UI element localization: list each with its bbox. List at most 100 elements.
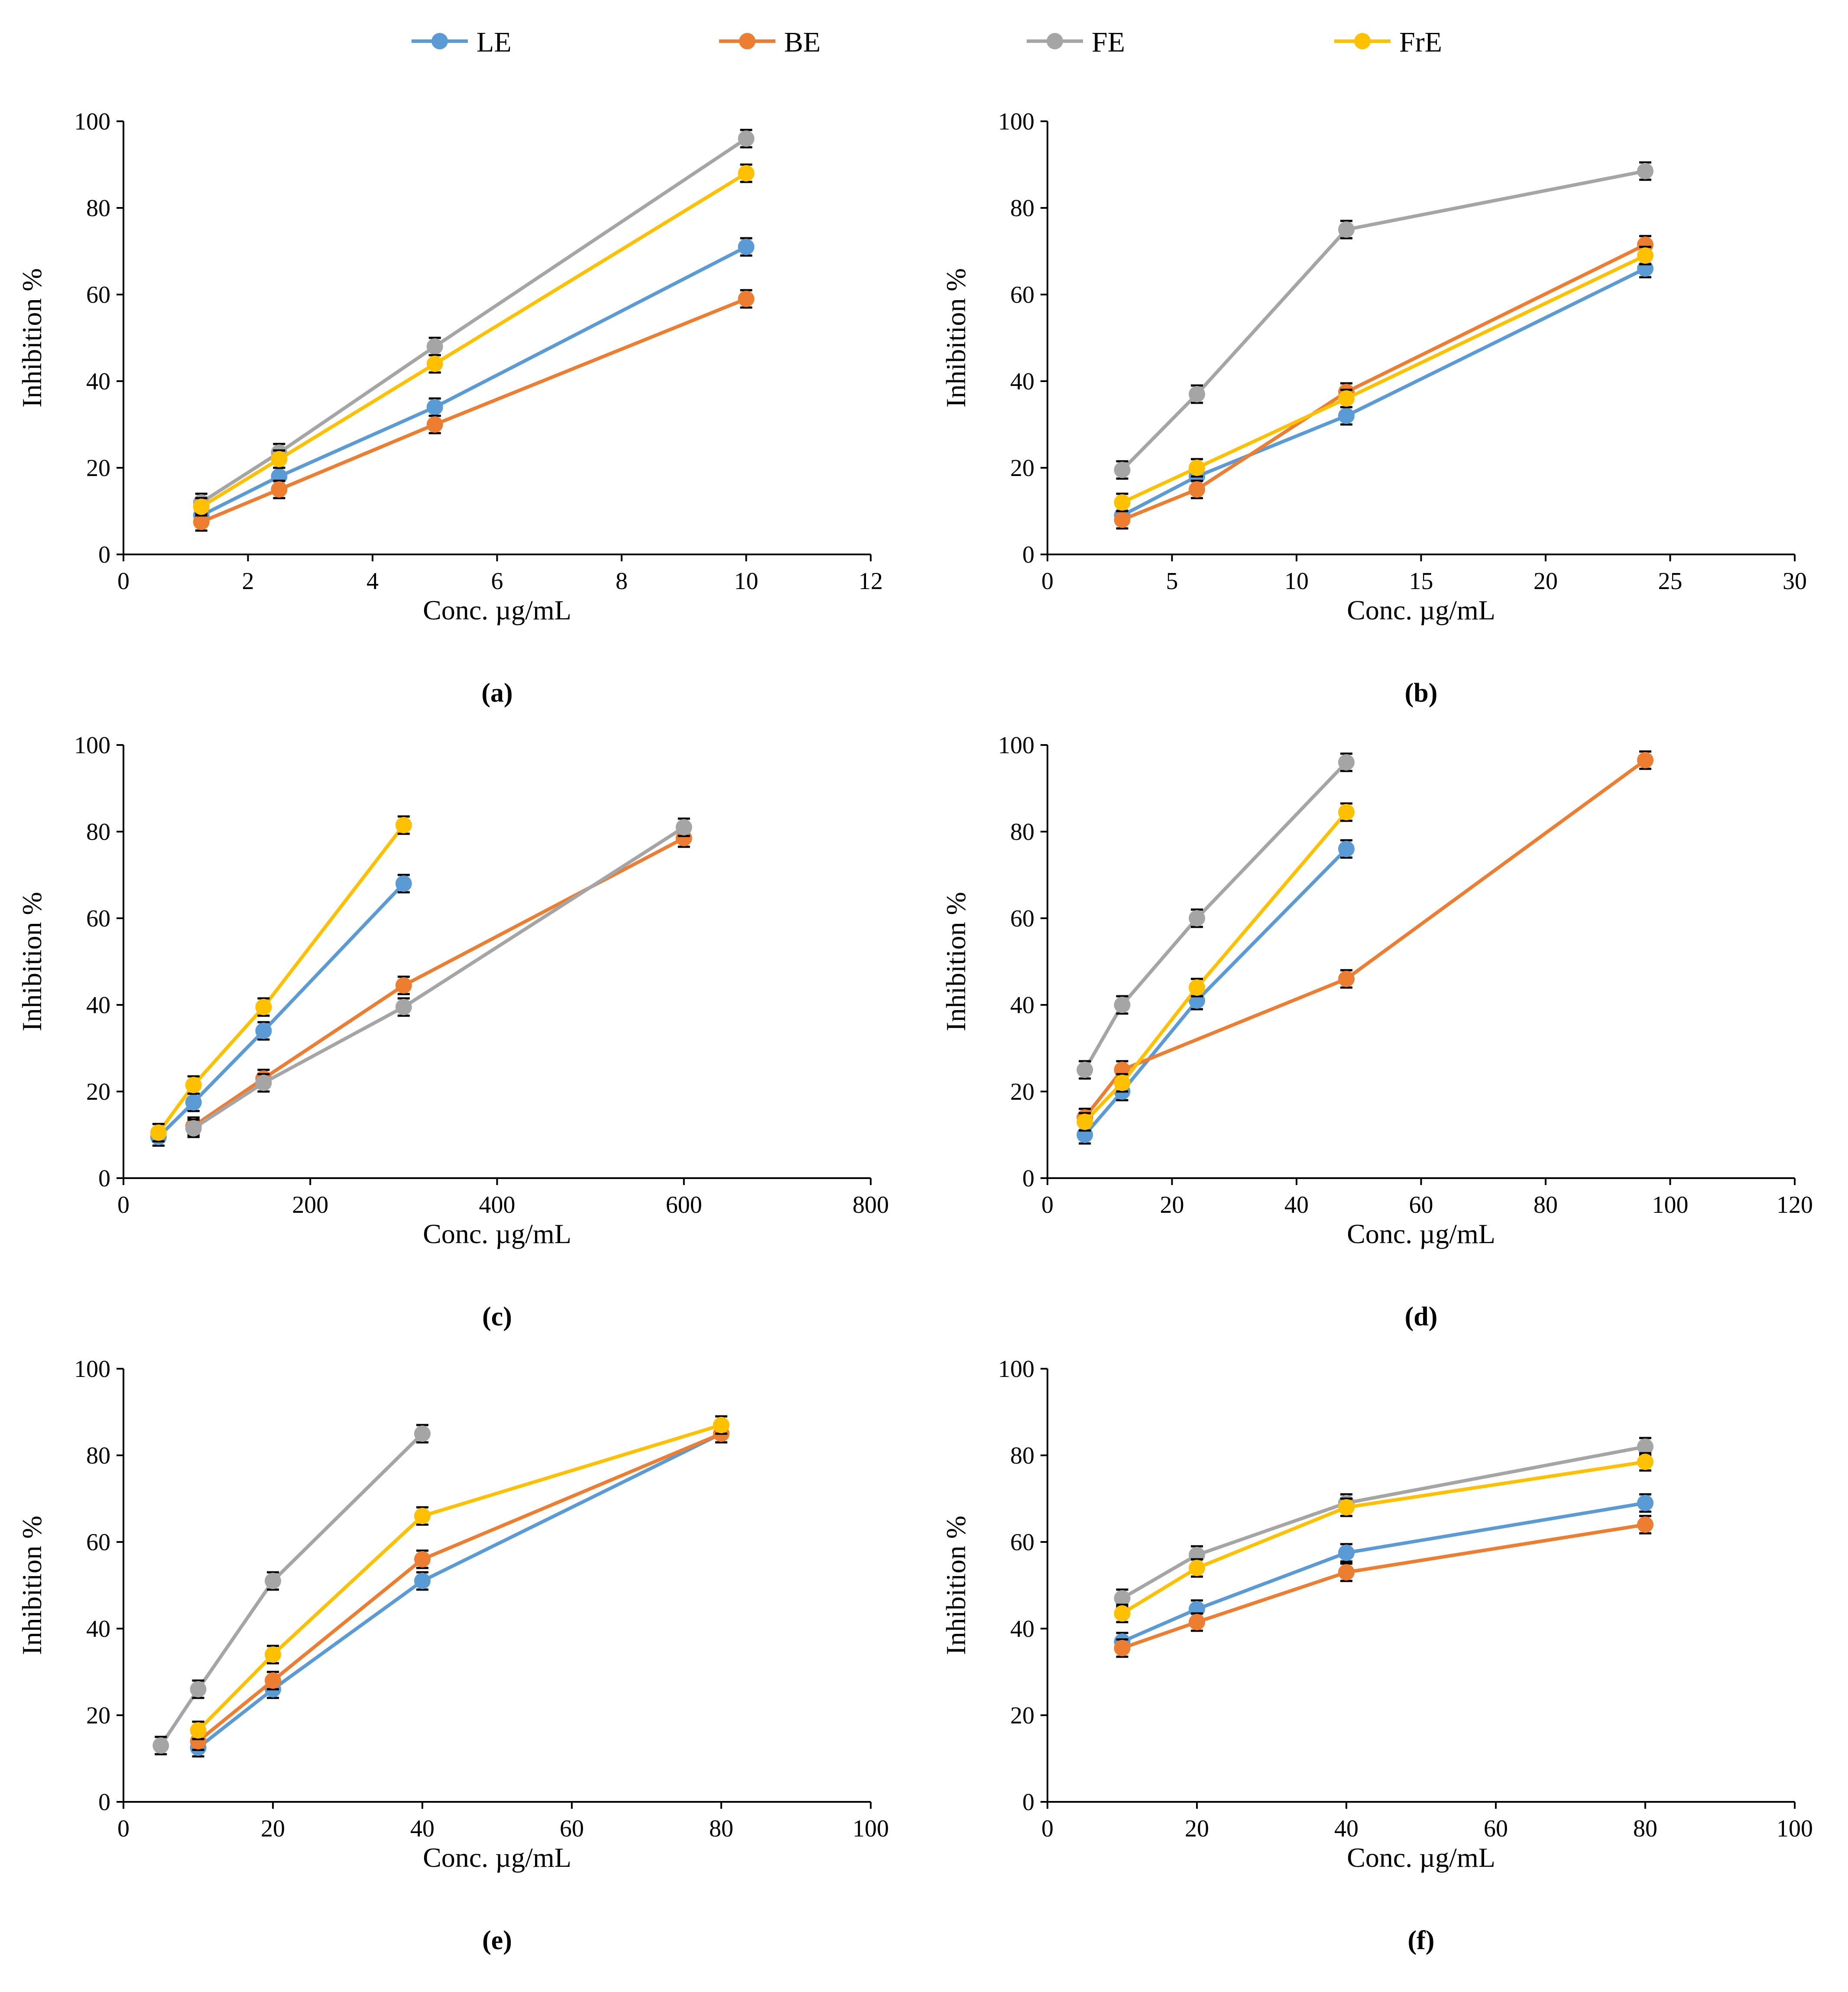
x-tick-label: 20 xyxy=(1534,568,1558,595)
series-fre xyxy=(1114,1452,1653,1623)
y-axis-title: Inhibition % xyxy=(940,1516,971,1655)
data-point-fe xyxy=(426,338,443,355)
x-tick-label: 200 xyxy=(292,1192,328,1218)
data-point-fe xyxy=(1637,163,1653,179)
x-tick-label: 0 xyxy=(117,568,130,595)
data-point-fre xyxy=(395,817,412,833)
legend-label-fre: FrE xyxy=(1399,26,1442,58)
data-point-fe xyxy=(395,999,412,1015)
panel-label: (a) xyxy=(481,678,512,708)
x-tick-label: 100 xyxy=(853,1815,889,1842)
x-tick-label: 30 xyxy=(1783,568,1807,595)
chart-panel-e: 0 20 40 60 80 100 0 20 40 60 80 100 Conc. µg/mL Inhib… xyxy=(0,1338,924,1962)
data-point-fe xyxy=(1114,1590,1131,1607)
y-tick-label: 100 xyxy=(998,1356,1034,1383)
panel-label: (e) xyxy=(482,1926,512,1955)
series-le xyxy=(150,874,412,1147)
x-tick-label: 40 xyxy=(1334,1815,1358,1842)
data-point-le xyxy=(1338,408,1355,424)
y-tick-label: 80 xyxy=(86,195,110,222)
chart-panel-c: 0 20 40 60 80 100 0 200 400 600 800 Conc. µg/mL Inhi… xyxy=(0,715,924,1338)
legend-marker-be xyxy=(739,33,755,49)
y-axis-title: Inhibition % xyxy=(16,1516,47,1655)
data-point-fre xyxy=(713,1417,729,1433)
chart-panel-a: 0 20 40 60 80 100 0 2 4 6 8 10 12 Conc. µg/mL Inhibiti… xyxy=(0,91,924,715)
y-tick-label: 80 xyxy=(1010,195,1034,222)
data-point-fe xyxy=(185,1120,202,1137)
data-point-fre xyxy=(1114,1075,1131,1091)
x-tick-label: 60 xyxy=(1409,1192,1433,1218)
x-tick-label: 600 xyxy=(666,1192,702,1218)
data-point-fre xyxy=(265,1646,281,1663)
chart-panel-b: 0 20 40 60 80 100 0 5 10 15 20 25 30 Conc. µg/mL Inhib… xyxy=(924,91,1848,715)
y-tick-label: 100 xyxy=(998,732,1034,759)
x-tick-label: 0 xyxy=(1041,568,1054,595)
data-point-fe xyxy=(1338,221,1355,238)
data-point-be xyxy=(1189,1614,1205,1630)
series-fe xyxy=(1076,752,1355,1080)
legend-graphic: LE BE FE FrE xyxy=(412,26,1442,58)
data-point-be xyxy=(738,291,755,307)
data-point-le xyxy=(426,399,443,415)
y-tick-label: 40 xyxy=(86,368,110,395)
data-point-fre xyxy=(1637,247,1653,264)
x-axis-title: Conc. µg/mL xyxy=(1347,1218,1495,1249)
y-tick-label: 40 xyxy=(86,992,110,1019)
series-line-fre xyxy=(200,172,747,509)
data-point-fre xyxy=(193,499,210,515)
series-line-fe xyxy=(1121,1445,1646,1600)
data-point-fe xyxy=(738,130,755,147)
data-point-le xyxy=(414,1573,431,1589)
y-tick-label: 0 xyxy=(1022,1789,1034,1816)
series-line-le xyxy=(200,245,747,517)
data-point-be xyxy=(271,481,288,498)
y-tick-label: 60 xyxy=(1010,905,1034,932)
x-tick-label: 0 xyxy=(1041,1815,1054,1842)
panel-label: (f) xyxy=(1408,1926,1435,1955)
y-tick-label: 40 xyxy=(1010,1616,1034,1642)
series-line-fre xyxy=(1121,1460,1646,1615)
data-point-be xyxy=(1338,1564,1355,1581)
series-line-fre xyxy=(157,824,405,1134)
x-tick-label: 20 xyxy=(261,1815,285,1842)
x-tick-label: 80 xyxy=(709,1815,733,1842)
legend-marker-fre xyxy=(1354,33,1371,49)
data-point-be xyxy=(1338,971,1355,987)
panel-label: (c) xyxy=(482,1302,512,1331)
series-be xyxy=(1076,750,1653,1127)
y-tick-label: 80 xyxy=(1010,1442,1034,1469)
series-line-fre xyxy=(197,1423,722,1732)
data-point-le xyxy=(1338,841,1355,857)
x-tick-label: 40 xyxy=(1284,1192,1309,1218)
data-point-fe xyxy=(1637,1438,1653,1455)
data-point-be xyxy=(193,514,210,530)
x-axis-title: Conc. µg/mL xyxy=(1347,595,1495,625)
series-line-be xyxy=(197,1432,722,1743)
x-tick-label: 400 xyxy=(479,1192,515,1218)
series-line-be xyxy=(201,297,747,524)
x-tick-label: 80 xyxy=(1534,1192,1558,1218)
data-point-be xyxy=(414,1551,431,1568)
chart-panel-d: 0 20 40 60 80 100 0 20 40 60 80 100 120 Conc. µg/mL In… xyxy=(924,715,1848,1338)
chart-svg: 0 20 40 60 80 100 0 20 40 60 80 100 120 Conc. µg/mL In… xyxy=(940,732,1813,1331)
y-tick-label: 20 xyxy=(86,1702,110,1729)
data-point-fre xyxy=(255,999,272,1015)
series-line-fe xyxy=(192,826,685,1130)
chart-legend: LE BE FE FrE xyxy=(0,0,1848,87)
legend-marker-le xyxy=(431,33,448,49)
data-point-fre xyxy=(190,1722,207,1739)
data-point-le xyxy=(1637,1495,1653,1511)
series-line-be xyxy=(1121,243,1646,521)
y-tick-label: 60 xyxy=(1010,282,1034,308)
data-point-fre xyxy=(1189,1560,1205,1576)
y-tick-label: 40 xyxy=(1010,992,1034,1019)
chart-svg: 0 20 40 60 80 100 0 200 400 600 800 Conc. µg/mL Inhi… xyxy=(16,732,889,1331)
x-tick-label: 80 xyxy=(1633,1815,1657,1842)
x-tick-label: 10 xyxy=(1284,568,1309,595)
legend-label-fe: FE xyxy=(1092,26,1125,58)
x-axis-title: Conc. µg/mL xyxy=(423,1842,571,1873)
series-line-le xyxy=(1121,1501,1646,1643)
series-line-fe xyxy=(200,137,747,504)
data-point-fe xyxy=(1076,1062,1093,1078)
data-point-fe xyxy=(255,1075,272,1091)
